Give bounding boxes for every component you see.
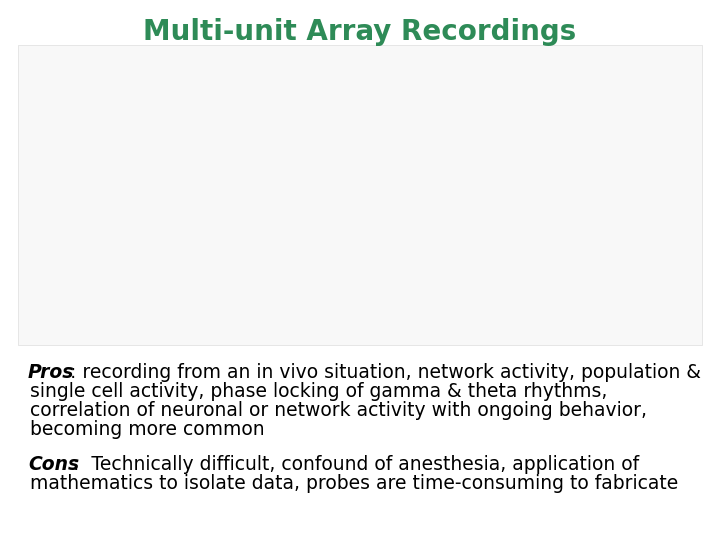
Text: becoming more common: becoming more common [30,420,265,439]
Text: Multi-unit Array Recordings: Multi-unit Array Recordings [143,18,577,46]
Text: Pros: Pros [28,363,74,382]
Text: :  Technically difficult, confound of anesthesia, application of: : Technically difficult, confound of ane… [73,455,639,474]
Bar [18,45,702,345]
Text: mathematics to isolate data, probes are time-consuming to fabricate: mathematics to isolate data, probes are … [30,474,678,493]
Text: Cons: Cons [28,455,79,474]
Text: single cell activity, phase locking of gamma & theta rhythms,: single cell activity, phase locking of g… [30,382,608,401]
Text: : recording from an in vivo situation, network activity, population &: : recording from an in vivo situation, n… [70,363,701,382]
Text: correlation of neuronal or network activity with ongoing behavior,: correlation of neuronal or network activ… [30,401,647,420]
